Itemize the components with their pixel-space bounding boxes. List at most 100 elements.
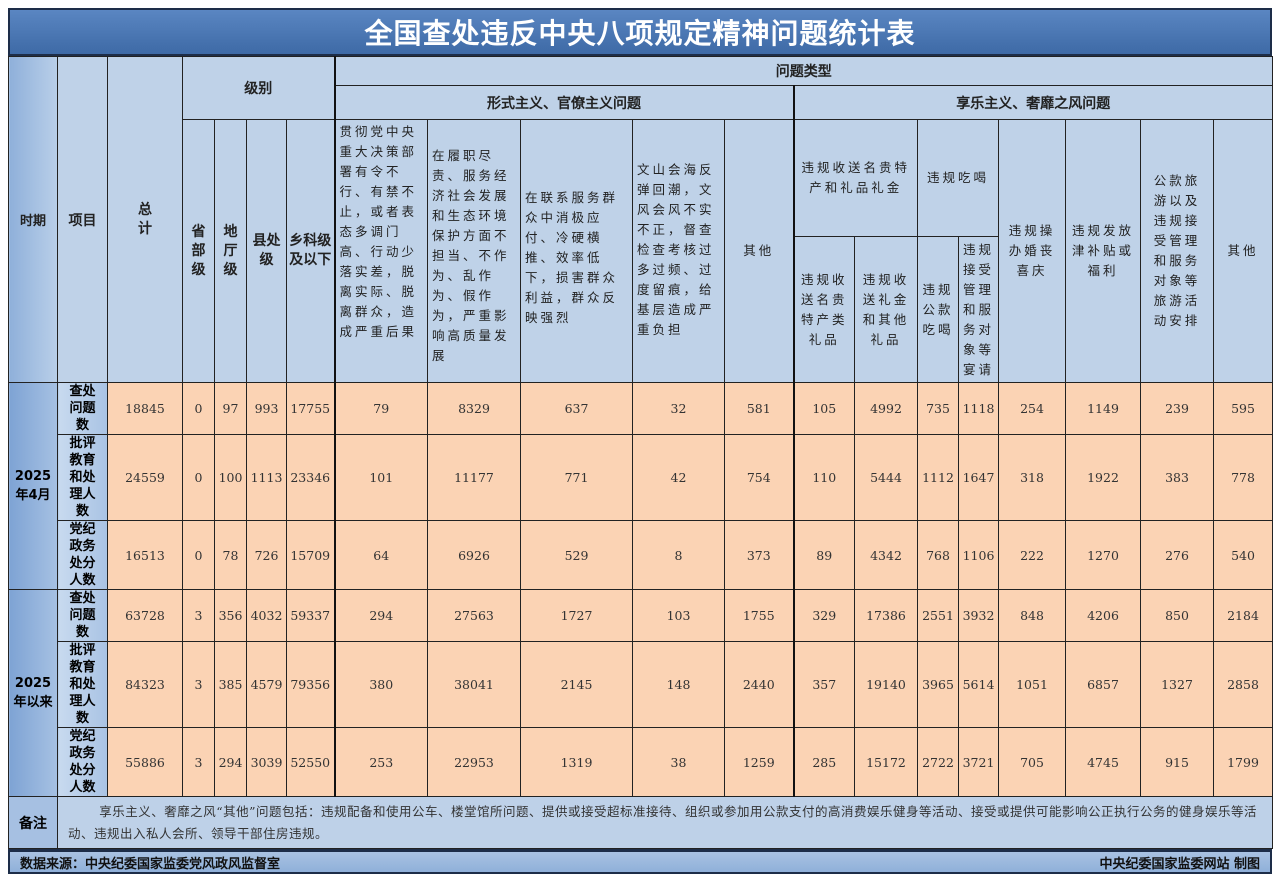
footer-bar: 数据来源：中央纪委国家监委党风政风监督室 中央纪委国家监委网站 制图 [8, 849, 1272, 874]
period-label: 2025年以来 [8, 589, 58, 797]
cell-value: 2184 [1212, 589, 1274, 642]
cell-value: 103 [632, 589, 725, 642]
cell-value: 79356 [286, 641, 335, 728]
table-row: 2025年以来 查处问题数 63728 3 356 4032 59337 294 27563 17… [8, 589, 1274, 797]
cell-value: 2858 [1212, 641, 1274, 728]
cell-value: 2145 [520, 641, 633, 728]
stats-sheet: 全国查处违反中央八项规定精神问题统计表 时期 项目 总计 级别 问题类型 形式主… [8, 8, 1274, 874]
cell-value: 4032 [246, 589, 287, 642]
cell-value: 101 [333, 434, 428, 521]
notes-text: 享乐主义、奢靡之风“其他”问题包括：违规配备和使用公车、楼堂馆所问题、提供或接受… [56, 796, 1274, 849]
header-weddings-funerals: 违规操办婚丧喜庆 [998, 119, 1066, 383]
cell-value: 1149 [1065, 382, 1141, 435]
cell-total: 24559 [107, 434, 183, 521]
cell-value: 2440 [724, 641, 794, 728]
cell-value: 1112 [917, 434, 959, 521]
cell-value: 380 [333, 641, 428, 728]
table-row: 党纪政务处分人数 16513 0 78 726 15709 64 6926 529 8 373 89 4… [9, 520, 1274, 590]
header-level-county: 县处级 [246, 119, 287, 383]
header-total: 总计 [107, 56, 183, 383]
cell-value: 15172 [854, 727, 918, 797]
row-item-label: 党纪政务处分人数 [57, 520, 108, 590]
cell-value: 276 [1140, 520, 1214, 590]
cell-value: 357 [792, 641, 855, 728]
cell-value: 850 [1140, 589, 1214, 642]
cell-value: 64 [333, 520, 428, 590]
header-travel: 公款旅游以及违规接受管理和服务对象等旅游活动安排 [1140, 119, 1214, 383]
row-item-label: 批评教育和处理人数 [57, 641, 108, 728]
header-level-group: 级别 [182, 56, 335, 120]
cell-value: 1319 [520, 727, 633, 797]
header-formalism-2: 在履职尽责、服务经济社会发展和生态环境保护方面不担当、不作为、乱作为、假作为，严… [427, 119, 521, 383]
cell-value: 318 [998, 434, 1066, 521]
cell-value: 42 [632, 434, 725, 521]
cell-value: 4579 [246, 641, 287, 728]
cell-value: 239 [1140, 382, 1214, 435]
cell-value: 915 [1140, 727, 1214, 797]
cell-total: 16513 [107, 520, 183, 590]
cell-value: 254 [998, 382, 1066, 435]
cell-value: 1727 [520, 589, 633, 642]
cell-value: 1755 [724, 589, 794, 642]
notes-label: 备注 [8, 796, 58, 849]
cell-value: 1051 [998, 641, 1066, 728]
cell-value: 1118 [958, 382, 999, 435]
header-formalism-3: 在联系服务群众中消极应付、冷硬横推、效率低下，损害群众利益，群众反映强烈 [520, 119, 633, 383]
header-gifts-specialties: 违规收送名贵特产类礼品 [792, 236, 855, 383]
cell-value: 97 [214, 382, 247, 435]
cell-value: 59337 [286, 589, 335, 642]
header-level-province: 省部级 [182, 119, 215, 383]
cell-value: 0 [182, 434, 215, 521]
cell-value: 23346 [286, 434, 335, 521]
cell-value: 4342 [854, 520, 918, 590]
cell-value: 8 [632, 520, 725, 590]
header-problem-type: 问题类型 [333, 56, 1274, 86]
header-dining-banquets: 违规接受管理和服务对象等宴请 [958, 236, 999, 383]
header-period: 时期 [8, 56, 58, 383]
header-gifts-cash: 违规收送礼金和其他礼品 [854, 236, 918, 383]
header-allowances: 违规发放津补贴或福利 [1065, 119, 1141, 383]
credit: 中央纪委国家监委网站 制图 [1099, 856, 1260, 872]
cell-value: 222 [998, 520, 1066, 590]
cell-value: 1259 [724, 727, 794, 797]
row-item-label: 批评教育和处理人数 [57, 434, 108, 521]
cell-value: 529 [520, 520, 633, 590]
cell-value: 38041 [427, 641, 521, 728]
cell-value: 705 [998, 727, 1066, 797]
cell-value: 4745 [1065, 727, 1141, 797]
cell-value: 993 [246, 382, 287, 435]
cell-value: 3721 [958, 727, 999, 797]
cell-value: 32 [632, 382, 725, 435]
cell-value: 15709 [286, 520, 335, 590]
cell-value: 38 [632, 727, 725, 797]
cell-value: 285 [792, 727, 855, 797]
cell-value: 19140 [854, 641, 918, 728]
cell-value: 1113 [246, 434, 287, 521]
cell-value: 356 [214, 589, 247, 642]
cell-value: 17386 [854, 589, 918, 642]
cell-value: 27563 [427, 589, 521, 642]
table-row: 批评教育和处理人数 24559 0 100 1113 23346 101 11177 771 42… [9, 434, 1274, 521]
header-hedonism-other: 其他 [1212, 119, 1274, 383]
cell-value: 22953 [427, 727, 521, 797]
cell-total: 18845 [107, 382, 183, 435]
cell-value: 637 [520, 382, 633, 435]
cell-value: 540 [1212, 520, 1274, 590]
cell-value: 6857 [1065, 641, 1141, 728]
header-dining-public: 违规公款吃喝 [917, 236, 959, 383]
cell-value: 0 [182, 520, 215, 590]
cell-value: 110 [792, 434, 855, 521]
cell-value: 4206 [1065, 589, 1141, 642]
cell-value: 2722 [917, 727, 959, 797]
cell-value: 726 [246, 520, 287, 590]
header-hedonism-group: 享乐主义、奢靡之风问题 [792, 85, 1274, 120]
cell-total: 63728 [107, 589, 183, 642]
cell-value: 771 [520, 434, 633, 521]
cell-value: 581 [724, 382, 794, 435]
cell-value: 595 [1212, 382, 1274, 435]
cell-value: 11177 [427, 434, 521, 521]
cell-value: 105 [792, 382, 855, 435]
page-title: 全国查处违反中央八项规定精神问题统计表 [8, 8, 1272, 56]
cell-value: 1327 [1140, 641, 1214, 728]
cell-value: 329 [792, 589, 855, 642]
